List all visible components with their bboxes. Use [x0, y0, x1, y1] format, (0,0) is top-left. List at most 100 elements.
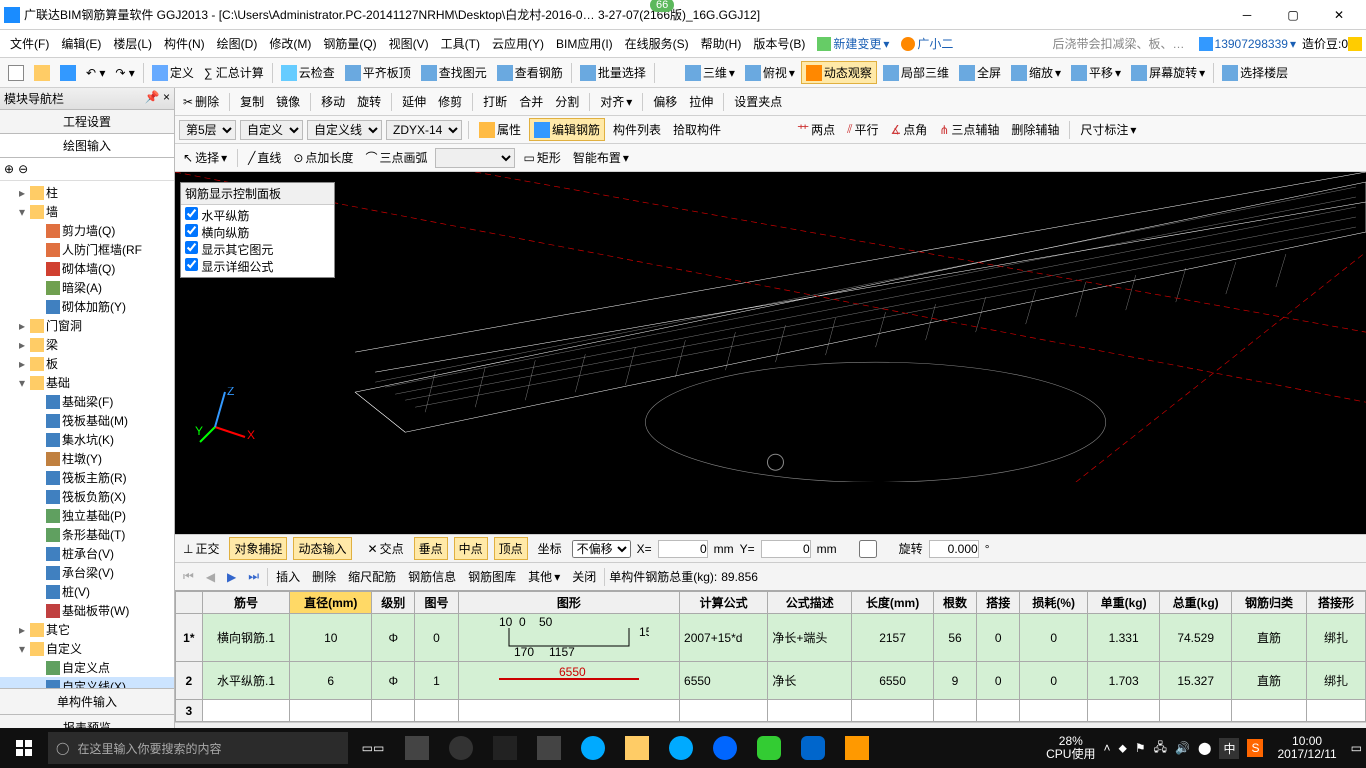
- menu-bim[interactable]: BIM应用(I): [550, 35, 619, 52]
- aux3-button[interactable]: ⋔三点辅轴: [935, 119, 1003, 140]
- scale-button[interactable]: 缩尺配筋: [344, 566, 400, 587]
- tree-node[interactable]: 筏板负筋(X): [0, 487, 174, 506]
- menu-help[interactable]: 帮助(H): [695, 35, 748, 52]
- mirror-button[interactable]: 镜像: [272, 91, 304, 112]
- tray-net-icon[interactable]: 🖧: [1154, 738, 1167, 759]
- 3d-viewport[interactable]: 钢筋显示控制面板 水平纵筋 横向纵筋 显示其它图元 显示详细公式 X Y Z: [175, 172, 1366, 534]
- undo-button[interactable]: ↶ ▾: [82, 64, 109, 82]
- menu-edit[interactable]: 编辑(E): [55, 35, 107, 52]
- tree-node[interactable]: ▸板: [0, 354, 174, 373]
- select-floor-button[interactable]: 选择楼层: [1218, 62, 1292, 83]
- tree-node[interactable]: ▾自定义: [0, 639, 174, 658]
- close-table-button[interactable]: 关闭: [568, 566, 600, 587]
- menu-floor[interactable]: 楼层(L): [107, 35, 158, 52]
- offset-select[interactable]: 不偏移: [572, 540, 631, 558]
- task-view-icon[interactable]: ▭▭: [352, 728, 394, 768]
- tree-node[interactable]: 砌体墙(Q): [0, 259, 174, 278]
- tray-icon-1[interactable]: ⬥: [1119, 741, 1127, 756]
- tree-node[interactable]: ▾基础: [0, 373, 174, 392]
- menu-view[interactable]: 视图(V): [383, 35, 435, 52]
- tree-node[interactable]: 集水坑(K): [0, 430, 174, 449]
- save-button[interactable]: [56, 63, 80, 83]
- app-icon-3[interactable]: [484, 728, 526, 768]
- taskbar-search[interactable]: ◯ 在这里输入你要搜索的内容: [48, 732, 348, 764]
- tree-node[interactable]: 筏板主筋(R): [0, 468, 174, 487]
- 3d-button[interactable]: 三维 ▾: [681, 62, 739, 83]
- nav-tree[interactable]: ▸柱▾墙剪力墙(Q)人防门框墙(RF砌体墙(Q)暗梁(A)砌体加筋(Y)▸门窗洞…: [0, 181, 174, 688]
- pick-button[interactable]: 拾取构件: [669, 119, 725, 140]
- menu-draw[interactable]: 绘图(D): [211, 35, 264, 52]
- action-center-icon[interactable]: ▭: [1351, 741, 1362, 755]
- redo-button[interactable]: ↷ ▾: [111, 64, 138, 82]
- rebar-opt[interactable]: 显示其它图元: [185, 241, 330, 258]
- tree-node[interactable]: 砌体加筋(Y): [0, 297, 174, 316]
- tree-node[interactable]: 柱墩(Y): [0, 449, 174, 468]
- edit-rebar-button[interactable]: 编辑钢筋: [529, 118, 605, 141]
- open-button[interactable]: [30, 63, 54, 83]
- sum-button[interactable]: ∑ 汇总计算: [200, 62, 268, 83]
- tree-node[interactable]: 基础梁(F): [0, 392, 174, 411]
- dyninput-toggle[interactable]: 动态输入: [293, 537, 351, 560]
- tray-icon-3[interactable]: ⬤: [1198, 741, 1211, 755]
- coord-toggle[interactable]: 坐标: [534, 538, 566, 559]
- floor-select[interactable]: 第5层: [179, 120, 236, 140]
- x-input[interactable]: [658, 540, 708, 558]
- type-select[interactable]: 自定义线: [307, 120, 382, 140]
- insert-row-button[interactable]: 插入: [272, 566, 304, 587]
- nav-tab-project[interactable]: 工程设置: [0, 110, 174, 134]
- tree-node[interactable]: ▸其它: [0, 620, 174, 639]
- tray-icon-2[interactable]: ⚑: [1135, 741, 1146, 755]
- setpoint-button[interactable]: 设置夹点: [730, 91, 786, 112]
- menu-file[interactable]: 文件(F): [4, 35, 55, 52]
- local3d-button[interactable]: 局部三维: [879, 62, 953, 83]
- divide-button[interactable]: 分割: [551, 91, 583, 112]
- app-icon-2[interactable]: [440, 728, 482, 768]
- plan-button[interactable]: 平齐板顶: [341, 62, 415, 83]
- rotate-input[interactable]: [929, 540, 979, 558]
- pan-button[interactable]: 平移 ▾: [1067, 62, 1125, 83]
- copy-button[interactable]: 复制: [236, 91, 268, 112]
- tree-node[interactable]: 独立基础(P): [0, 506, 174, 525]
- tree-node[interactable]: 桩(V): [0, 582, 174, 601]
- ortho-toggle[interactable]: ⊥ 正交: [179, 538, 223, 559]
- clock[interactable]: 10:002017/12/11: [1271, 735, 1342, 761]
- rotate-check[interactable]: [843, 540, 893, 558]
- other-button[interactable]: 其他 ▾: [524, 566, 564, 587]
- app-icon-4[interactable]: [528, 728, 570, 768]
- line-button[interactable]: ╱ 直线: [244, 147, 285, 168]
- menu-modify[interactable]: 修改(M): [263, 35, 317, 52]
- stretch-button[interactable]: 拉伸: [685, 91, 717, 112]
- menu-rebar[interactable]: 钢筋量(Q): [317, 35, 382, 52]
- menu-version[interactable]: 版本号(B): [747, 35, 811, 52]
- app-icon-5[interactable]: [704, 728, 746, 768]
- tree-node[interactable]: 自定义线(X): [0, 677, 174, 688]
- cpu-widget[interactable]: 28%CPU使用: [1046, 735, 1095, 761]
- nav-last[interactable]: ⏭: [244, 567, 263, 586]
- rebar-lib-button[interactable]: 钢筋图库: [464, 566, 520, 587]
- tray-vol-icon[interactable]: 🔊: [1175, 741, 1190, 755]
- point-length-button[interactable]: ⊙ 点加长度: [289, 147, 357, 168]
- nav-first[interactable]: ⏮: [179, 567, 198, 586]
- rect-button[interactable]: ▭ 矩形: [519, 147, 564, 168]
- tree-node[interactable]: 筏板基础(M): [0, 411, 174, 430]
- batch-button[interactable]: 批量选择: [576, 62, 650, 83]
- ime-icon[interactable]: S: [1247, 739, 1263, 757]
- define-button[interactable]: 定义: [148, 62, 198, 83]
- new-button[interactable]: [4, 63, 28, 83]
- user-link[interactable]: 广小二: [901, 35, 953, 52]
- tree-node[interactable]: 基础板带(W): [0, 601, 174, 620]
- cross-toggle[interactable]: ✕ 交点: [364, 538, 408, 559]
- nav-prev[interactable]: ◀: [202, 568, 219, 586]
- trim-button[interactable]: 修剪: [434, 91, 466, 112]
- tree-node[interactable]: ▸梁: [0, 335, 174, 354]
- category-select[interactable]: 自定义: [240, 120, 303, 140]
- nav-tab-draw[interactable]: 绘图输入: [0, 134, 174, 158]
- top-toggle[interactable]: 顶点: [494, 537, 528, 560]
- ime-indicator[interactable]: 中: [1219, 738, 1239, 759]
- edge-icon[interactable]: [572, 728, 614, 768]
- dimension-button[interactable]: 尺寸标注 ▾: [1076, 119, 1140, 140]
- angle-button[interactable]: ∡点角: [886, 119, 931, 140]
- rebar-opt[interactable]: 横向纵筋: [185, 224, 330, 241]
- tree-node[interactable]: ▸门窗洞: [0, 316, 174, 335]
- tree-node[interactable]: 人防门框墙(RF: [0, 240, 174, 259]
